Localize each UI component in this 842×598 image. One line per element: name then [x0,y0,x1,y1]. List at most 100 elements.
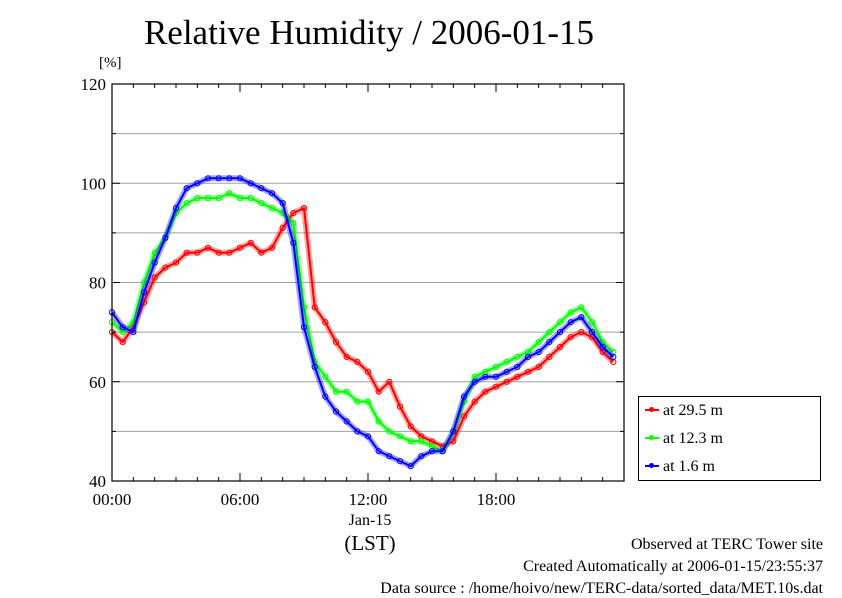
series-point [375,418,382,425]
series-point [194,180,201,187]
series-point [236,175,244,182]
series-band [109,205,616,450]
series-point [492,373,500,380]
legend-swatch-green [645,435,659,441]
series-point [524,368,532,375]
series-point [567,334,574,341]
series-point [364,368,372,375]
legend-label-29-5m: at 29.5 m [663,402,723,419]
series-point [311,304,318,311]
legend-label-12-3m: at 12.3 m [663,430,723,447]
series-point [588,319,596,326]
x-tick-label: 00:00 [93,490,132,509]
series-point [247,239,254,246]
series-point [215,195,222,202]
series-point [343,388,350,395]
series-point [524,353,532,360]
series-point [354,428,361,435]
series-point [588,329,596,336]
series-point [268,190,276,197]
series-point [258,185,265,192]
x-tick-label: 18:00 [477,490,516,509]
series-point [290,239,297,246]
series-point [364,398,372,405]
series-point [204,175,212,182]
x-axis-date-label: Jan-15 [348,512,392,529]
series-point [482,388,489,395]
series-point [503,368,510,375]
series-point [407,423,414,430]
series-point [151,259,158,266]
series-point [290,209,297,217]
series-point [535,348,542,356]
series-point [322,373,329,380]
series-point [503,378,510,385]
series-point [311,363,318,370]
series-point [471,378,478,385]
series-point [546,353,553,360]
series-point [226,175,233,182]
x-tick-label: 06:00 [221,490,260,509]
legend-swatch-blue [645,463,659,469]
series-point [482,373,489,380]
legend-item-12-3m: at 12.3 m [645,430,723,448]
series-point [151,274,158,281]
series-point [514,353,521,360]
legend-item-29-5m: at 29.5 m [645,402,723,420]
chart-grid [112,133,624,432]
series-point [151,249,158,256]
series-point [386,428,393,435]
series-point [514,363,521,370]
series-point [492,383,500,390]
series-point [396,433,404,440]
y-tick-label: 40 [89,472,106,491]
series-point [375,388,382,395]
series-point [450,438,457,445]
series-point [183,200,190,207]
series-point [322,319,329,326]
series-point [460,413,468,420]
series-point [471,398,478,405]
series-point [215,249,222,256]
series-point [578,314,585,321]
series-point [535,363,542,370]
series-point [290,219,297,226]
series-point [375,448,382,455]
series-point [386,378,393,385]
series-point [364,433,372,440]
series-point [130,329,137,336]
series-point [204,195,212,202]
series-point [300,324,308,331]
series-point [418,438,425,445]
series-point [567,309,574,316]
footer-source: Data source : /home/hoivo/new/TERC-data/… [380,580,823,597]
footer-site: Observed at TERC Tower site [630,536,823,553]
x-axis-label: (LST) [344,531,396,555]
legend-item-1-6m: at 1.6 m [645,458,715,476]
series-point [535,339,542,346]
series-point [418,453,425,460]
series-point [268,205,276,212]
series-point [247,180,254,187]
series-point [354,358,361,365]
series-layer [108,175,617,470]
series-point [610,353,617,360]
series-point [556,319,564,326]
series-point [236,195,244,202]
legend-label-1-6m: at 1.6 m [663,458,715,475]
series-point [215,175,222,182]
series-point [258,200,265,207]
y-tick-label: 120 [81,75,107,94]
series-point [386,453,393,460]
series-point [183,249,190,256]
series-point [332,339,340,346]
series-line [111,177,614,468]
series-point [546,329,553,336]
series-point [226,249,233,256]
y-tick-label: 80 [89,274,106,293]
series-point [578,304,585,311]
series-point [343,418,350,425]
series-point [407,463,414,470]
series-point [332,408,340,415]
legend-swatch-red [645,407,659,413]
